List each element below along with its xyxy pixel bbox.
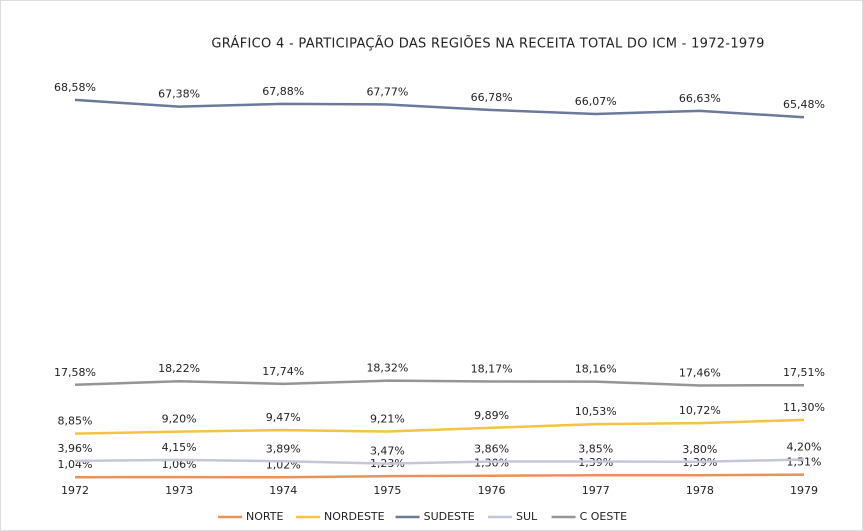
data-label: 10,53%: [575, 405, 617, 418]
data-label: 9,20%: [162, 413, 197, 426]
data-label: 1,51%: [787, 456, 822, 469]
data-label: 8,85%: [58, 415, 93, 428]
data-label: 11,30%: [783, 401, 825, 414]
legend-label: SUL: [516, 510, 538, 523]
x-tick-label: 1972: [61, 484, 89, 497]
data-label: 66,78%: [471, 91, 513, 104]
data-label: 66,63%: [679, 92, 721, 105]
data-label: 18,22%: [158, 362, 200, 375]
data-label: 3,47%: [370, 445, 405, 458]
data-label: 18,17%: [471, 363, 513, 376]
data-label: 65,48%: [783, 98, 825, 111]
x-tick-label: 1978: [686, 484, 714, 497]
data-label: 67,38%: [158, 88, 200, 101]
x-tick-label: 1979: [790, 484, 818, 497]
data-label: 17,58%: [54, 366, 96, 379]
data-label: 3,89%: [266, 442, 301, 455]
data-label: 9,47%: [266, 411, 301, 424]
legend-label: NORDESTE: [324, 510, 385, 523]
x-tick-label: 1973: [165, 484, 193, 497]
data-label: 67,88%: [262, 85, 304, 98]
data-label: 68,58%: [54, 81, 96, 94]
x-tick-label: 1974: [269, 484, 297, 497]
data-label: 66,07%: [575, 95, 617, 108]
series-line: [74, 98, 805, 119]
series-line: [74, 473, 805, 479]
x-tick-label: 1977: [582, 484, 610, 497]
data-label: 3,80%: [682, 443, 717, 456]
data-label: 1,30%: [474, 457, 509, 470]
x-tick-label: 1975: [373, 484, 401, 497]
data-label: 67,77%: [366, 85, 408, 98]
chart-title: GRÁFICO 4 - PARTICIPAÇÃO DAS REGIÕES NA …: [211, 36, 764, 52]
data-label: 1,06%: [162, 458, 197, 471]
data-label: 9,89%: [474, 409, 509, 422]
data-label: 9,21%: [370, 413, 405, 426]
x-tick-label: 1976: [478, 484, 506, 497]
series-line: [74, 418, 805, 435]
legend-label: C OESTE: [580, 510, 627, 523]
legend-label: NORTE: [246, 510, 283, 523]
legend-label: SUDESTE: [424, 510, 475, 523]
data-label: 17,46%: [679, 366, 721, 379]
data-label: 3,86%: [474, 442, 509, 455]
data-label: 17,51%: [783, 366, 825, 379]
series-line: [74, 458, 805, 465]
data-label: 4,15%: [162, 441, 197, 454]
data-label: 3,96%: [58, 442, 93, 455]
data-label: 18,32%: [366, 362, 408, 375]
data-label: 3,85%: [578, 442, 613, 455]
data-label: 17,74%: [262, 365, 304, 378]
series-line: [74, 379, 805, 387]
data-label: 18,16%: [575, 363, 617, 376]
data-label: 4,20%: [787, 441, 822, 454]
data-label: 10,72%: [679, 404, 721, 417]
